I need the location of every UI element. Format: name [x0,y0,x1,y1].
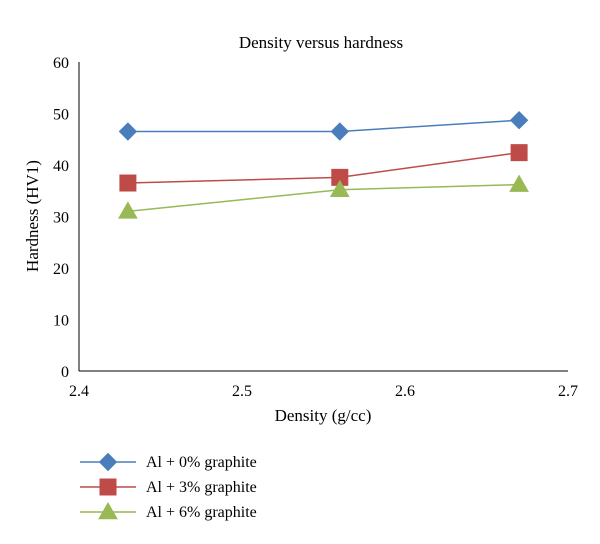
x-tick-label: 2.4 [69,383,89,400]
legend-item: Al + 3% graphite [80,478,257,496]
data-point [510,144,528,162]
axes [78,62,568,372]
x-ticks: 2.4 2.5 2.6 2.7 [69,383,578,400]
legend-marker [99,478,117,496]
y-tick-label: 40 [53,158,69,175]
data-point [330,122,350,141]
y-axis-label: Hardness (HV1) [23,160,42,272]
x-tick-label: 2.6 [395,383,415,400]
legend-label: Al + 6% graphite [146,504,257,521]
series-line [127,151,520,184]
legend-marker [98,501,118,520]
data-point [509,174,529,192]
legend-label: Al + 0% graphite [146,454,257,471]
y-tick-label: 10 [53,313,69,330]
x-tick-label: 2.5 [232,383,252,400]
x-axis-label: Density (g/cc) [275,406,372,425]
y-tick-label: 30 [53,210,69,227]
data-point [509,110,529,130]
legend-marker [98,452,118,472]
chart-title: Density versus hardness [239,33,403,52]
series-line [127,183,520,213]
data-point [329,179,350,197]
y-tick-label: 50 [53,107,69,124]
y-tick-label: 20 [53,261,69,278]
y-tick-label: 0 [61,364,69,381]
series-lines [127,119,520,213]
data-point [118,122,138,141]
x-tick-label: 2.7 [558,383,578,400]
data-point [118,201,138,219]
data-point [119,174,137,192]
legend-item: Al + 0% graphite [80,452,257,472]
legend-label: Al + 3% graphite [146,479,257,496]
legend-item: Al + 6% graphite [80,501,257,521]
y-ticks: 0 10 20 30 40 50 60 [53,55,69,381]
series-markers [118,110,529,219]
y-tick-label: 60 [53,55,69,72]
series-line [127,119,520,133]
legend: Al + 0% graphite Al + 3% graphite Al + 6% … [80,452,257,521]
